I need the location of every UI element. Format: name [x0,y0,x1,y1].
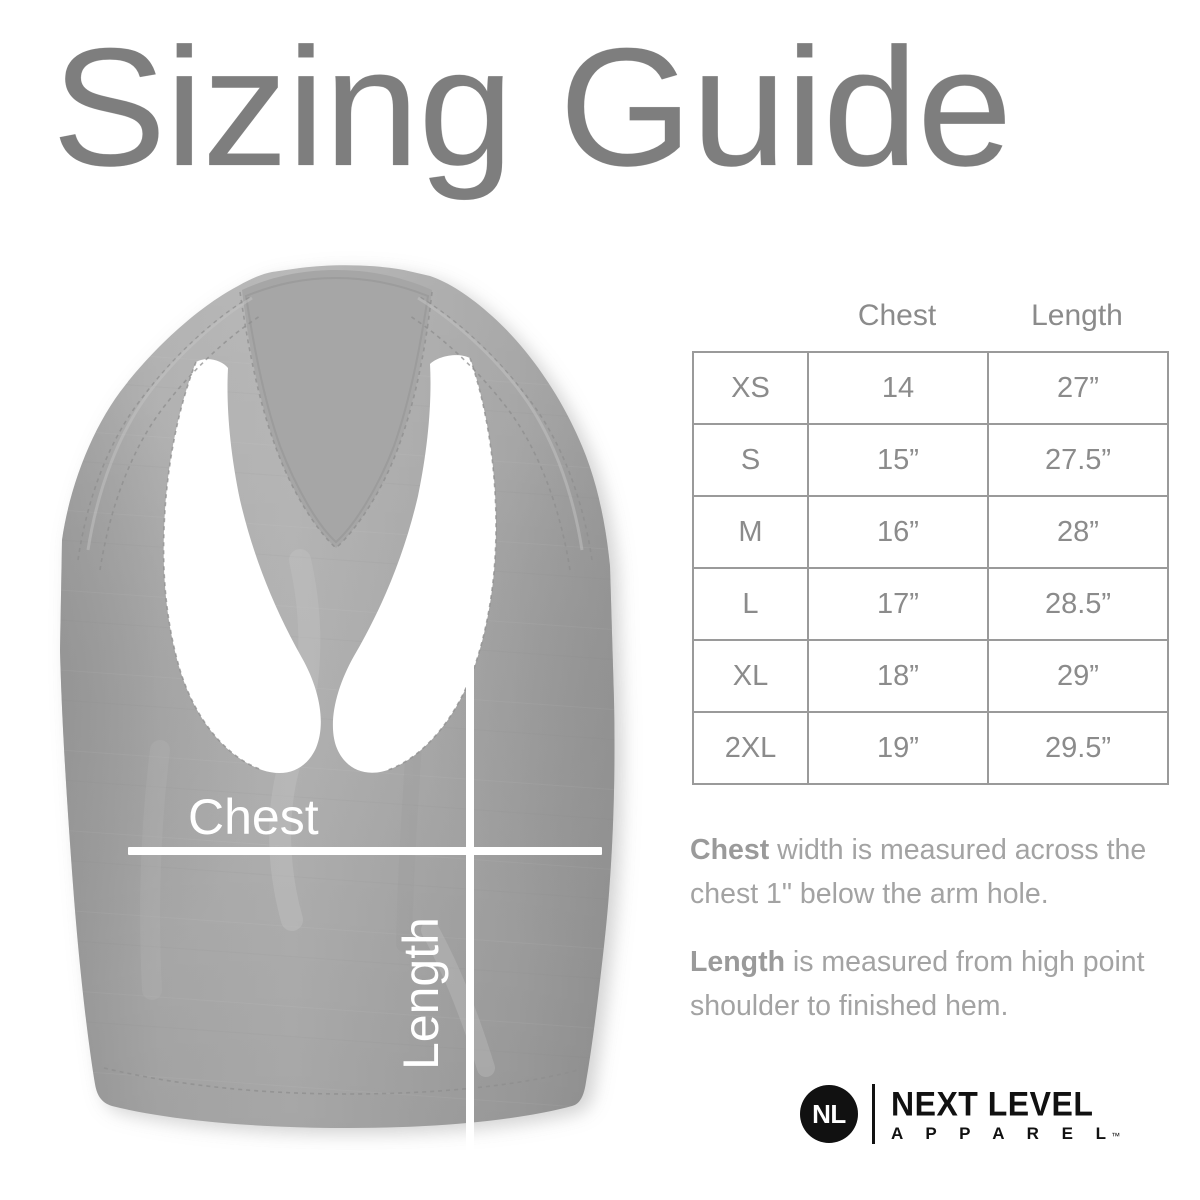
cell-chest: 14 [807,351,989,425]
length-note-term: Length [690,946,785,978]
cell-size: XL [692,639,809,713]
cell-length: 27.5” [987,423,1169,497]
cell-chest: 19” [807,711,989,785]
length-note: Length is measured from high point shoul… [690,940,1170,1028]
cell-size: M [692,495,809,569]
garment-illustration: Chest Length [0,230,660,1200]
page-title: Sizing Guide [52,13,1013,201]
chest-note: Chest width is measured across the chest… [690,828,1170,916]
cell-length: 29.5” [987,711,1169,785]
cell-size: 2XL [692,711,809,785]
next-level-apparel-logo: NL NEXT LEVEL A P P A R E L ™ [800,1078,1120,1150]
chest-measure-label: Chest [188,789,319,845]
cell-size: XS [692,351,809,425]
nl-monogram-icon: NL [800,1085,858,1143]
logo-sub-row: A P P A R E L ™ [891,1124,1120,1143]
column-header-length: Length [1031,299,1123,332]
chest-note-text: width is measured across the chest 1" be… [690,834,1147,910]
cell-size: L [692,567,809,641]
armhole-cutouts [163,355,496,774]
size-chart-table: XS 14 27” S 15” 27.5” M 16” 28” L 17” [692,351,1169,785]
length-measure-label: Length [393,917,449,1070]
cell-chest: 17” [807,567,989,641]
logo-sub-name: A P P A R E L [891,1123,1116,1143]
cell-chest: 16” [807,495,989,569]
logo-divider [872,1084,875,1144]
table-row: XL 18” 29” [692,639,1169,713]
header-spacer [692,298,807,342]
table-row: L 17” 28.5” [692,567,1169,641]
tank-top-svg [60,265,615,1129]
sizing-info-panel: Chest Length XS 14 27” S 15” 27.5” [660,0,1200,1200]
cell-chest: 15” [807,423,989,497]
stitching [77,291,593,1095]
chest-note-term: Chest [690,834,770,866]
column-header-chest: Chest [857,299,937,332]
cell-length: 29” [987,639,1169,713]
table-row: M 16” 28” [692,495,1169,569]
length-note-text: is measured from high point shoulder to … [690,946,1145,1022]
logo-brand-name: NEXT LEVEL [891,1084,1094,1123]
table-row: 2XL 19” 29.5” [692,711,1169,785]
table-row: S 15” 27.5” [692,423,1169,497]
table-column-headers: Chest Length [692,298,1167,342]
cell-length: 28.5” [987,567,1169,641]
cell-length: 28” [987,495,1169,569]
chest-measure-line [128,847,602,855]
trademark-icon: ™ [1111,1130,1121,1141]
cell-length: 27” [987,351,1169,425]
logo-wordmark: NEXT LEVEL A P P A R E L ™ [891,1084,1120,1143]
cell-size: S [692,423,809,497]
table-row: XS 14 27” [692,351,1169,425]
length-measure-line [466,511,474,1200]
nl-monogram-text: NL [812,1099,846,1129]
cell-chest: 18” [807,639,989,713]
